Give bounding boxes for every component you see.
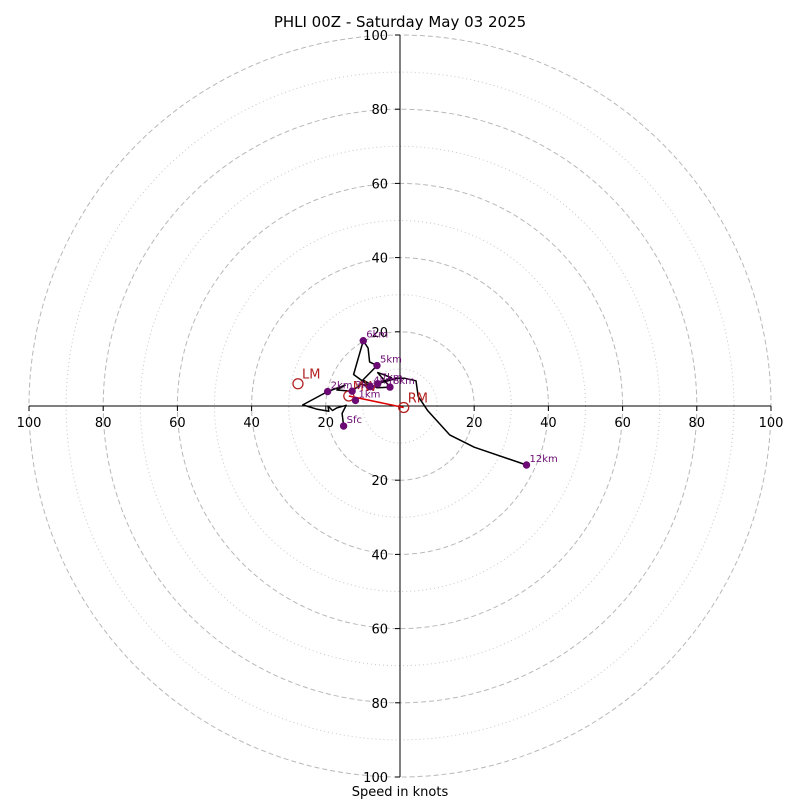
y-tick-label: 40 (371, 548, 388, 563)
x-tick-label: 60 (614, 416, 631, 431)
y-tick-label: 100 (363, 29, 388, 44)
height-marker-4km (366, 383, 375, 391)
height-marker-5km (373, 361, 381, 370)
height-marker-6km (359, 337, 367, 345)
height-marker-12km (522, 461, 531, 469)
height-label-1km: 1km (358, 389, 380, 400)
x-tick-label: 40 (243, 416, 260, 431)
height-label-2km: 2km (331, 381, 353, 392)
y-tick-label: 100 (363, 771, 388, 786)
x-tick-label: 80 (689, 416, 706, 431)
height-label-6km: 6km (366, 330, 388, 341)
x-tick-label: 20 (466, 416, 483, 431)
height-label-12km: 12km (530, 454, 558, 465)
tick-labels: 100 80 60 40 20 20 40 60 80 100 100 80 60 40 20 20 40 60 8… (17, 29, 784, 786)
x-tick-label: 60 (169, 416, 186, 431)
height-label-7km: 7km (381, 373, 403, 384)
height-label-Sfc: Sfc (347, 415, 362, 426)
hodograph-trace (302, 339, 527, 466)
height-label-3km: 3km (355, 380, 377, 391)
height-marker-7km (374, 380, 382, 388)
height-label-4km: 4km (373, 376, 395, 387)
height-marker-1km (351, 396, 360, 405)
motion-lm-label: LM (302, 368, 320, 383)
y-tick-label: 20 (371, 326, 388, 341)
x-tick-label: 80 (95, 416, 112, 431)
y-tick-label: 60 (371, 623, 388, 638)
height-marker-3km (348, 387, 356, 395)
x-tick-label: 40 (540, 416, 557, 431)
hodograph-line (302, 339, 527, 466)
y-tick-label: 80 (371, 103, 388, 118)
x-tick-label: 20 (318, 416, 335, 431)
motion-rm-marker (398, 401, 410, 414)
height-label-8km: 8km (393, 376, 415, 387)
height-label-5km: 5km (380, 355, 402, 366)
height-marker-Sfc (339, 422, 348, 430)
x-tick-label: 100 (759, 416, 784, 431)
height-marker-2km (323, 387, 332, 396)
y-tick-label: 60 (371, 177, 388, 192)
height-marker-8km (386, 383, 394, 391)
x-axis-label: Speed in knots (352, 785, 449, 800)
y-tick-label: 80 (371, 697, 388, 712)
y-tick-label: 20 (371, 474, 388, 489)
motion-rm-label: RM (408, 391, 428, 406)
x-tick-label: 100 (17, 416, 42, 431)
chart-title: PHLI 00Z - Saturday May 03 2025 (274, 13, 526, 31)
motion-lm-marker (292, 378, 304, 390)
y-tick-label: 40 (371, 252, 388, 267)
